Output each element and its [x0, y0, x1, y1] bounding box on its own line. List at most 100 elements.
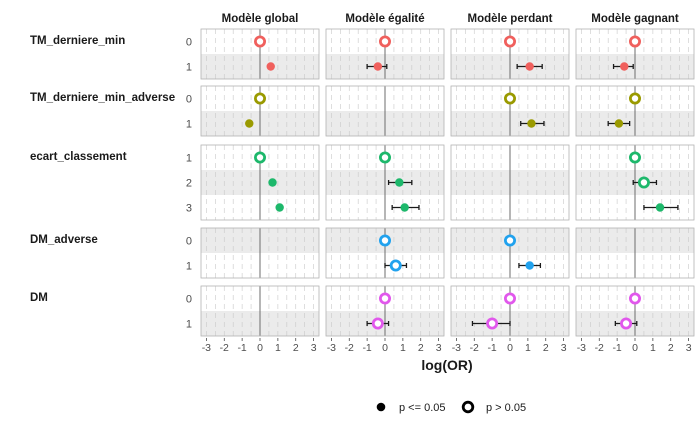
data-point	[503, 35, 516, 48]
data-point	[378, 35, 391, 48]
variable-label: ecart_classement	[30, 151, 127, 163]
level-label: 1	[186, 261, 192, 273]
data-point	[266, 62, 275, 71]
data-point	[268, 178, 277, 187]
x-tick-label: 0	[507, 342, 513, 354]
level-label: 3	[186, 203, 192, 215]
panel-frames	[200, 28, 695, 337]
legend-key	[461, 400, 475, 414]
x-tick-label: 2	[293, 342, 299, 354]
panel-frame	[325, 85, 445, 137]
panel-frame	[325, 285, 445, 337]
x-tick-label: -1	[362, 342, 371, 354]
legend-label: p > 0.05	[486, 402, 526, 414]
x-tick-label: 3	[436, 342, 442, 354]
level-label: 1	[186, 153, 192, 165]
x-tick-label: -3	[202, 342, 211, 354]
x-tick-label: -3	[452, 342, 461, 354]
data-point	[378, 292, 391, 305]
data-point	[503, 92, 516, 105]
data-point	[655, 203, 665, 212]
panel-title: Modèle global	[222, 13, 299, 25]
panel-frame	[200, 85, 320, 137]
data-point	[629, 35, 642, 48]
data-point	[378, 151, 391, 164]
x-tick-label: 1	[275, 342, 281, 354]
panel-frame	[575, 285, 695, 337]
data-point	[486, 317, 499, 330]
data-marks	[245, 35, 679, 330]
x-tick-label: -1	[487, 342, 496, 354]
x-tick-label: 3	[561, 342, 567, 354]
x-tick-label: 0	[382, 342, 388, 354]
x-tick-label: -2	[345, 342, 354, 354]
data-point	[525, 62, 534, 71]
text-labels: Modèle global Modèle égalité Modèle perdan…	[30, 13, 692, 354]
data-point	[275, 203, 284, 212]
level-label: 2	[186, 178, 192, 190]
data-point	[378, 234, 391, 247]
x-tick-label: 2	[418, 342, 424, 354]
data-point	[503, 234, 516, 247]
variable-label: DM_adverse	[30, 234, 98, 246]
panel-frame	[450, 144, 570, 221]
level-label: 0	[186, 294, 192, 306]
x-tick-label: 3	[311, 342, 317, 354]
x-tick-label: 0	[257, 342, 263, 354]
panel-frame	[450, 227, 570, 279]
legend-label: p <= 0.05	[399, 402, 446, 414]
data-point	[629, 92, 642, 105]
panel-title: Modèle égalité	[345, 13, 424, 25]
x-tick-label: -1	[237, 342, 246, 354]
panel-frame	[450, 85, 570, 137]
x-tick-label: 1	[650, 342, 656, 354]
variable-label: DM	[30, 292, 48, 304]
x-tick-label: -3	[577, 342, 586, 354]
x-tick-label: -1	[612, 342, 621, 354]
data-point	[389, 259, 402, 272]
x-axis-title: log(OR)	[421, 357, 472, 373]
panel-frame	[325, 144, 445, 221]
data-point	[371, 317, 384, 330]
data-point	[629, 292, 642, 305]
row-stripes	[201, 54, 694, 336]
x-tick-label: 2	[668, 342, 674, 354]
x-tick-label: 1	[400, 342, 406, 354]
variable-label: TM_derniere_min	[30, 35, 125, 47]
data-point	[400, 203, 409, 212]
panel-frame	[325, 28, 445, 80]
x-tick-label: 2	[543, 342, 549, 354]
x-tick-label: 3	[686, 342, 692, 354]
level-label: 1	[186, 119, 192, 131]
panel-frame	[450, 285, 570, 337]
data-point	[614, 119, 624, 128]
level-label: 0	[186, 37, 192, 49]
panel-frame	[450, 28, 570, 80]
panel-title: Modèle perdant	[468, 13, 553, 25]
data-point	[253, 35, 266, 48]
panel-frame	[325, 227, 445, 279]
x-tick-label: -2	[595, 342, 604, 354]
level-label: 0	[186, 94, 192, 106]
panel-frame	[200, 227, 320, 279]
variable-label: TM_derniere_min_adverse	[30, 92, 175, 104]
data-point	[527, 119, 536, 128]
x-tick-label: -2	[470, 342, 479, 354]
data-point	[373, 62, 383, 71]
panel-frame	[200, 285, 320, 337]
data-point	[245, 119, 254, 128]
x-tick-label: -2	[220, 342, 229, 354]
panel-frame	[575, 227, 695, 279]
level-label: 1	[186, 62, 192, 74]
data-point	[503, 292, 516, 305]
data-point	[525, 261, 534, 270]
x-tick-label: 0	[632, 342, 638, 354]
panel-frame	[575, 144, 695, 221]
panel-title: Modèle gagnant	[591, 13, 679, 25]
data-point	[395, 178, 404, 187]
level-label: 1	[186, 319, 192, 331]
x-tick-label: -3	[327, 342, 336, 354]
panel-frame	[575, 85, 695, 137]
panel-frame	[200, 28, 320, 80]
